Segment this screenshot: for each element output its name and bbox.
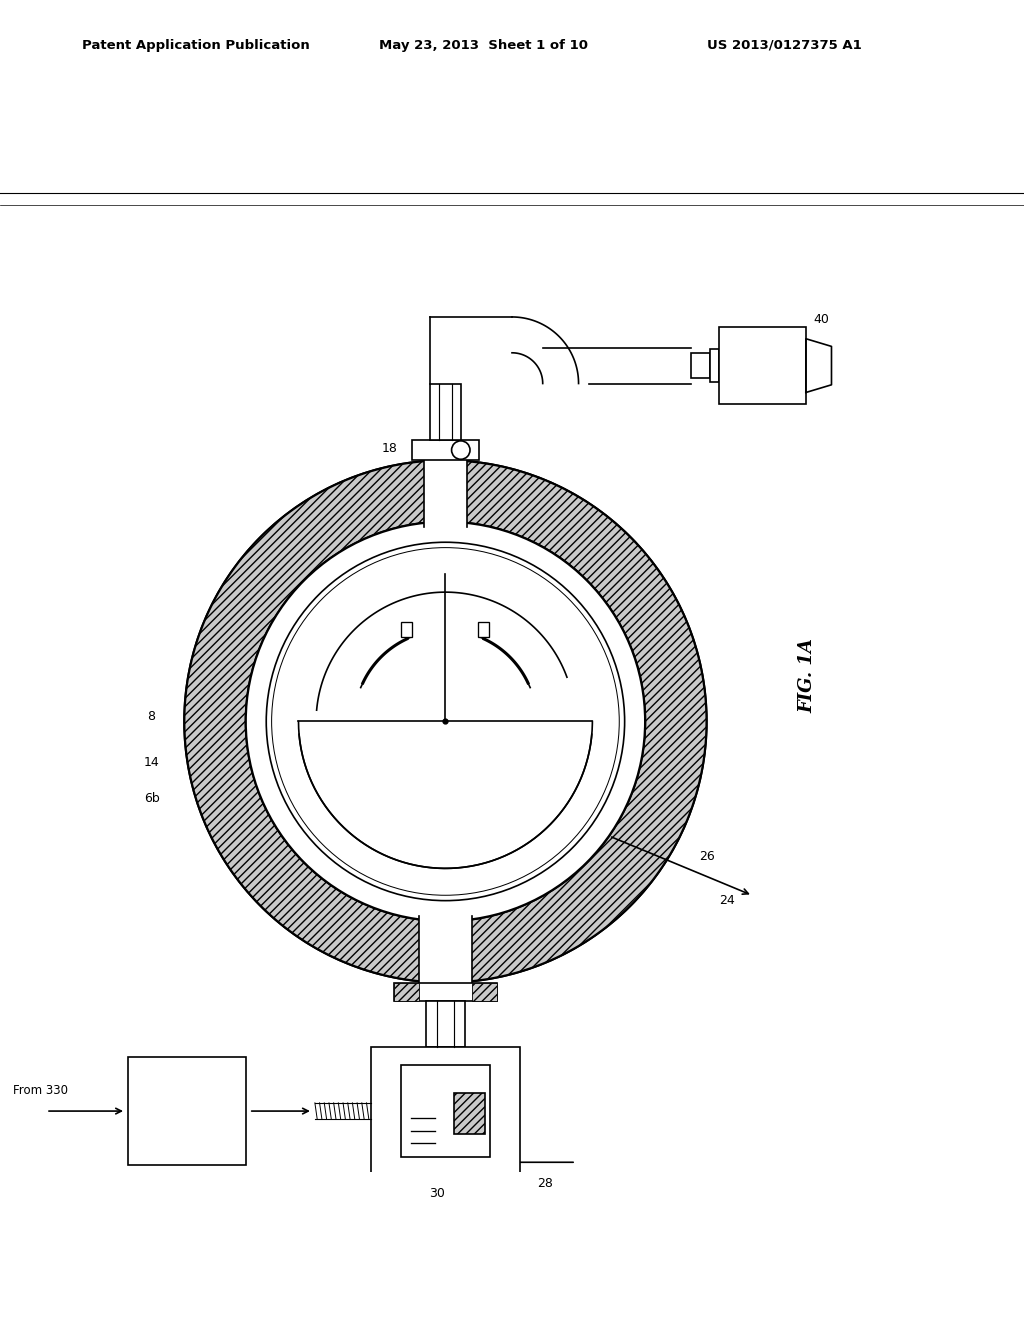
Text: 32: 32 — [437, 1140, 454, 1152]
Text: US 2013/0127375 A1: US 2013/0127375 A1 — [707, 38, 861, 51]
Text: FIG. 1A: FIG. 1A — [799, 638, 817, 713]
Text: 8: 8 — [147, 710, 156, 723]
Bar — [128, 1057, 246, 1164]
Bar — [472, 982, 497, 1001]
Text: 14: 14 — [143, 756, 160, 768]
Text: 31: 31 — [489, 1115, 505, 1129]
Circle shape — [271, 548, 620, 895]
Bar — [394, 982, 497, 1001]
Bar — [691, 352, 710, 379]
Text: From 330: From 330 — [13, 1084, 69, 1097]
Text: 24: 24 — [719, 894, 735, 907]
Circle shape — [246, 521, 645, 921]
Bar — [371, 1047, 519, 1175]
Bar — [426, 1001, 465, 1047]
Text: 26: 26 — [698, 850, 715, 863]
Text: 22: 22 — [350, 618, 367, 631]
Text: 10: 10 — [504, 781, 520, 795]
Text: 20: 20 — [458, 705, 474, 718]
Bar — [401, 1065, 490, 1158]
Bar — [394, 982, 419, 1001]
Text: 28: 28 — [538, 1176, 553, 1189]
Text: 13: 13 — [401, 669, 418, 682]
Text: May 23, 2013  Sheet 1 of 10: May 23, 2013 Sheet 1 of 10 — [379, 38, 588, 51]
Text: 6b: 6b — [143, 792, 160, 805]
Text: 40: 40 — [813, 313, 829, 326]
Text: Patent Application Publication: Patent Application Publication — [82, 38, 309, 51]
Text: 12: 12 — [340, 638, 356, 651]
Bar — [412, 440, 478, 461]
Text: 16: 16 — [371, 751, 387, 764]
Circle shape — [266, 543, 625, 900]
Text: 2B: 2B — [285, 705, 301, 718]
Bar — [419, 916, 472, 987]
Circle shape — [452, 441, 470, 459]
Bar — [710, 350, 719, 381]
Text: 18: 18 — [381, 441, 397, 454]
Text: 33: 33 — [454, 1076, 470, 1089]
Polygon shape — [299, 722, 592, 869]
Circle shape — [184, 461, 707, 982]
Bar — [454, 1093, 485, 1134]
Text: 30: 30 — [429, 1187, 445, 1200]
Bar — [719, 327, 806, 404]
Bar — [424, 455, 467, 527]
PathPatch shape — [184, 461, 707, 982]
Bar — [430, 384, 461, 440]
Text: 348: 348 — [175, 1105, 199, 1118]
Bar — [400, 623, 412, 636]
Bar — [478, 623, 489, 636]
Text: 22: 22 — [504, 618, 520, 631]
